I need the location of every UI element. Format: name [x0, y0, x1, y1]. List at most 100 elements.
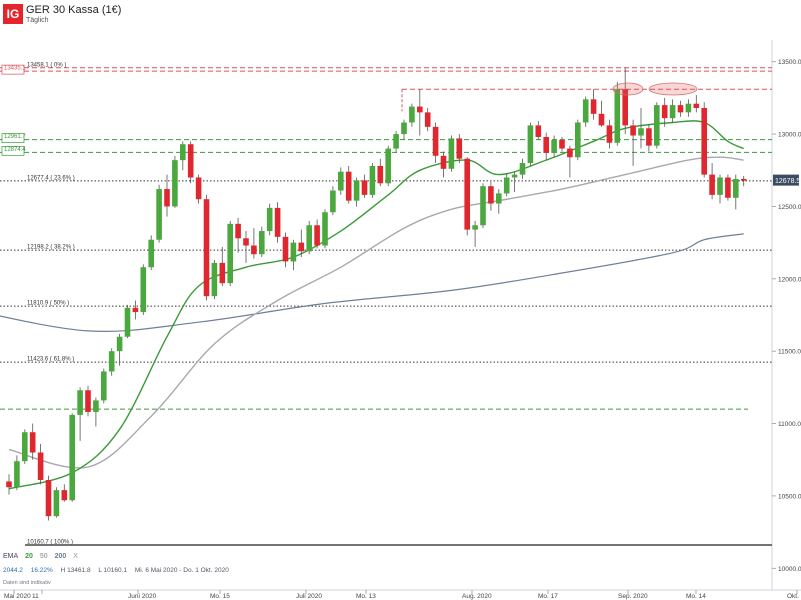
candle-up — [148, 239, 154, 268]
level-label: 12961.7 — [4, 134, 26, 140]
candle-up — [330, 190, 336, 213]
candle-up — [101, 371, 107, 401]
ohlc-high: H 13461.8 — [60, 567, 91, 574]
candle-up — [69, 414, 75, 501]
candle-up — [669, 105, 676, 119]
x-tick-label: Mo. 15 — [210, 593, 230, 600]
candle-down — [251, 245, 257, 255]
level-label: 12874.4 — [4, 147, 26, 153]
level-label-box — [1, 64, 25, 75]
ema50-label[interactable]: 50 — [39, 553, 48, 560]
candle-up — [511, 174, 518, 178]
level-label: 12198.2 ( 38.2% ) — [27, 245, 75, 251]
candle-down — [29, 432, 36, 453]
candle-down — [235, 223, 241, 239]
candle-up — [480, 186, 486, 226]
x-tick-label: Sep. 2020 — [618, 593, 648, 600]
x-tick-label: Mo. 17 — [538, 593, 558, 600]
level-label: 10160.7 ( 100% ) — [27, 539, 73, 545]
candle-up — [156, 189, 162, 240]
candle-down — [701, 108, 707, 175]
ema20-label[interactable]: 20 — [25, 553, 33, 560]
candle-down — [543, 136, 549, 153]
candle-down — [187, 144, 194, 178]
y-tick-label: 12500.0 — [778, 204, 801, 211]
candle-up — [582, 99, 589, 123]
y-tick-label: 12000.0 — [778, 276, 801, 283]
y-tick-label: 13000.0 — [778, 132, 801, 139]
candle-down — [709, 174, 715, 195]
candle-down — [622, 89, 628, 126]
candle-down — [45, 480, 52, 517]
level-label: 13458.1 ( 0% ) — [27, 62, 66, 68]
candle-down — [6, 481, 12, 488]
ohlc-info: 2044.2 16.22% H 13461.8 L 10160.1 Mi. 6 … — [3, 567, 235, 574]
y-tick-label: 11000.0 — [778, 421, 801, 428]
x-tick-label: Juni 2020 — [128, 593, 157, 600]
candle-up — [124, 307, 131, 337]
candle-up — [322, 212, 328, 246]
candle-up — [551, 139, 557, 153]
ema20-line — [8, 120, 745, 490]
candle-down — [590, 99, 597, 114]
candle-up — [306, 225, 312, 252]
candle-up — [409, 106, 415, 123]
ema50-line — [8, 156, 744, 469]
candle-up — [472, 225, 478, 230]
candle-up — [393, 134, 399, 149]
candle-down — [274, 207, 281, 237]
candle-up — [369, 165, 376, 195]
level-label: 12677.4 ( 23.6% ) — [27, 175, 75, 181]
ema-label[interactable]: EMA — [3, 553, 19, 560]
current-price-marker: 12678.5 — [773, 174, 800, 186]
candle-up — [266, 207, 273, 232]
candle-up — [733, 178, 739, 198]
candle-up — [496, 193, 502, 204]
ema200-label[interactable]: 200 — [54, 553, 67, 560]
candle-down — [85, 390, 91, 412]
x-tick-label: Mo. 14 — [686, 593, 706, 600]
ohlc-low: L 10160.1 — [98, 567, 128, 574]
ig-logo: IG — [3, 4, 23, 24]
grid-and-axes — [0, 40, 801, 591]
candle-up — [14, 461, 20, 488]
x-tick-label: Juli 2020 — [296, 593, 322, 600]
candle-up — [338, 171, 344, 191]
y-tick-label: 10500.0 — [778, 493, 801, 500]
candle-up — [172, 160, 178, 207]
highlight-ellipses — [612, 82, 698, 96]
candle-down — [132, 307, 139, 313]
candle-down — [432, 126, 439, 156]
instrument-title[interactable]: GER 30 Kassa (1€) — [26, 4, 122, 16]
candle-down — [606, 125, 613, 143]
candle-up — [140, 267, 147, 313]
candle-up — [685, 103, 692, 113]
resistance-highlight-2 — [648, 82, 698, 96]
indicative-note: Daten sind indikativ — [3, 580, 51, 586]
candle-down — [243, 238, 249, 246]
candle-up — [211, 262, 218, 297]
candle-down — [535, 125, 542, 137]
candle-down — [630, 125, 636, 136]
candle-down — [195, 177, 202, 200]
close-indicators-icon[interactable]: X — [73, 553, 78, 560]
candle-up — [385, 148, 391, 184]
candle-up — [259, 231, 265, 255]
level-label-box — [1, 145, 25, 156]
candle-down — [298, 242, 305, 252]
ohlc-change: 16.22% — [30, 567, 53, 574]
candle-down — [440, 155, 447, 169]
ema200-line — [0, 233, 744, 332]
level-label: 13435.1 — [4, 66, 26, 72]
candle-down — [567, 148, 573, 158]
candle-up — [401, 122, 407, 135]
candle-down — [417, 106, 423, 113]
candle-up — [527, 125, 534, 164]
candle-down — [677, 105, 684, 113]
candle-down — [464, 158, 470, 230]
candle-down — [282, 236, 289, 262]
candle-down — [598, 113, 605, 126]
level-label: 11423.6 ( 61.8% ) — [27, 357, 74, 363]
candle-down — [37, 452, 44, 480]
